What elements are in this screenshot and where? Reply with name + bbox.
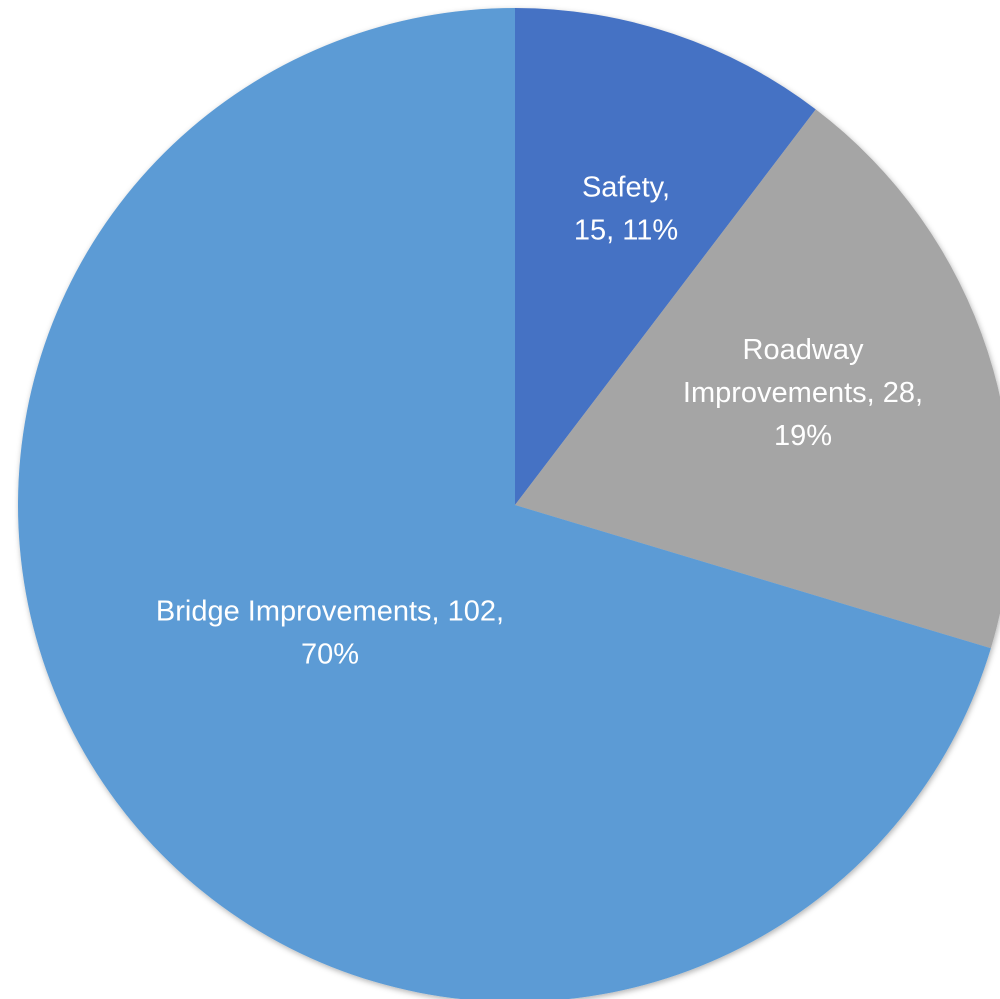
data-label-line: Bridge Improvements, 102, — [156, 595, 504, 627]
data-label-line: 70% — [301, 638, 359, 670]
data-label: Safety, 15, 11% — [574, 171, 678, 246]
pie-slice — [18, 8, 991, 999]
data-label-line: Roadway — [743, 334, 864, 366]
data-label-line: Improvements, 28, — [683, 377, 923, 409]
pie — [18, 8, 1000, 999]
labels: Safety, 15, 11% Roadway Improvements, 28, 19… — [156, 171, 923, 670]
data-label-line: 15, 11% — [574, 214, 678, 246]
data-label-line: Safety, — [582, 171, 670, 203]
data-label-line: 19% — [774, 420, 832, 452]
data-label: Roadway Improvements, 28, 19% — [683, 334, 923, 452]
pie-slice — [515, 8, 816, 505]
pie-slice — [515, 109, 1000, 649]
data-label: Bridge Improvements, 102, 70% — [156, 595, 504, 670]
